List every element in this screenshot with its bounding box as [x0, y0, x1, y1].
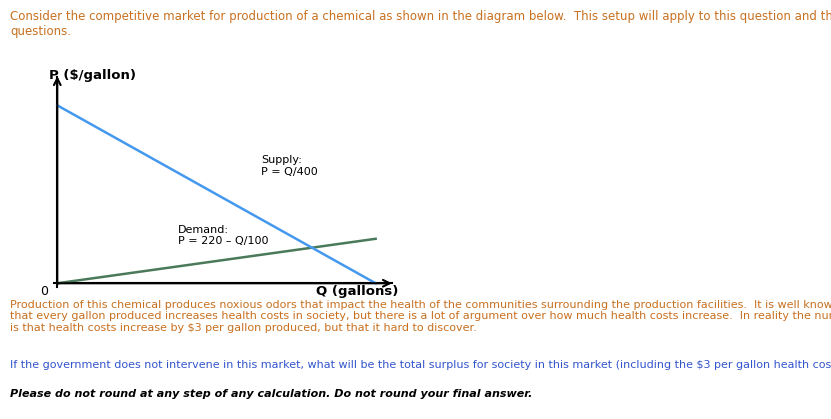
Text: Supply:
P = Q/400: Supply: P = Q/400 — [261, 155, 317, 176]
Text: Please do not round at any step of any calculation. Do not round your final answ: Please do not round at any step of any c… — [10, 389, 533, 399]
Text: Consider the competitive market for production of a chemical as shown in the dia: Consider the competitive market for prod… — [10, 10, 831, 39]
Text: 0: 0 — [41, 285, 48, 298]
Text: P ($/gallon): P ($/gallon) — [48, 69, 135, 82]
Text: If the government does not intervene in this market, what will be the total surp: If the government does not intervene in … — [10, 360, 831, 370]
Text: Demand:
P = 220 – Q/100: Demand: P = 220 – Q/100 — [179, 225, 268, 246]
Text: Production of this chemical produces noxious odors that impact the health of the: Production of this chemical produces nox… — [10, 300, 831, 333]
Text: Q (gallons): Q (gallons) — [316, 285, 398, 298]
